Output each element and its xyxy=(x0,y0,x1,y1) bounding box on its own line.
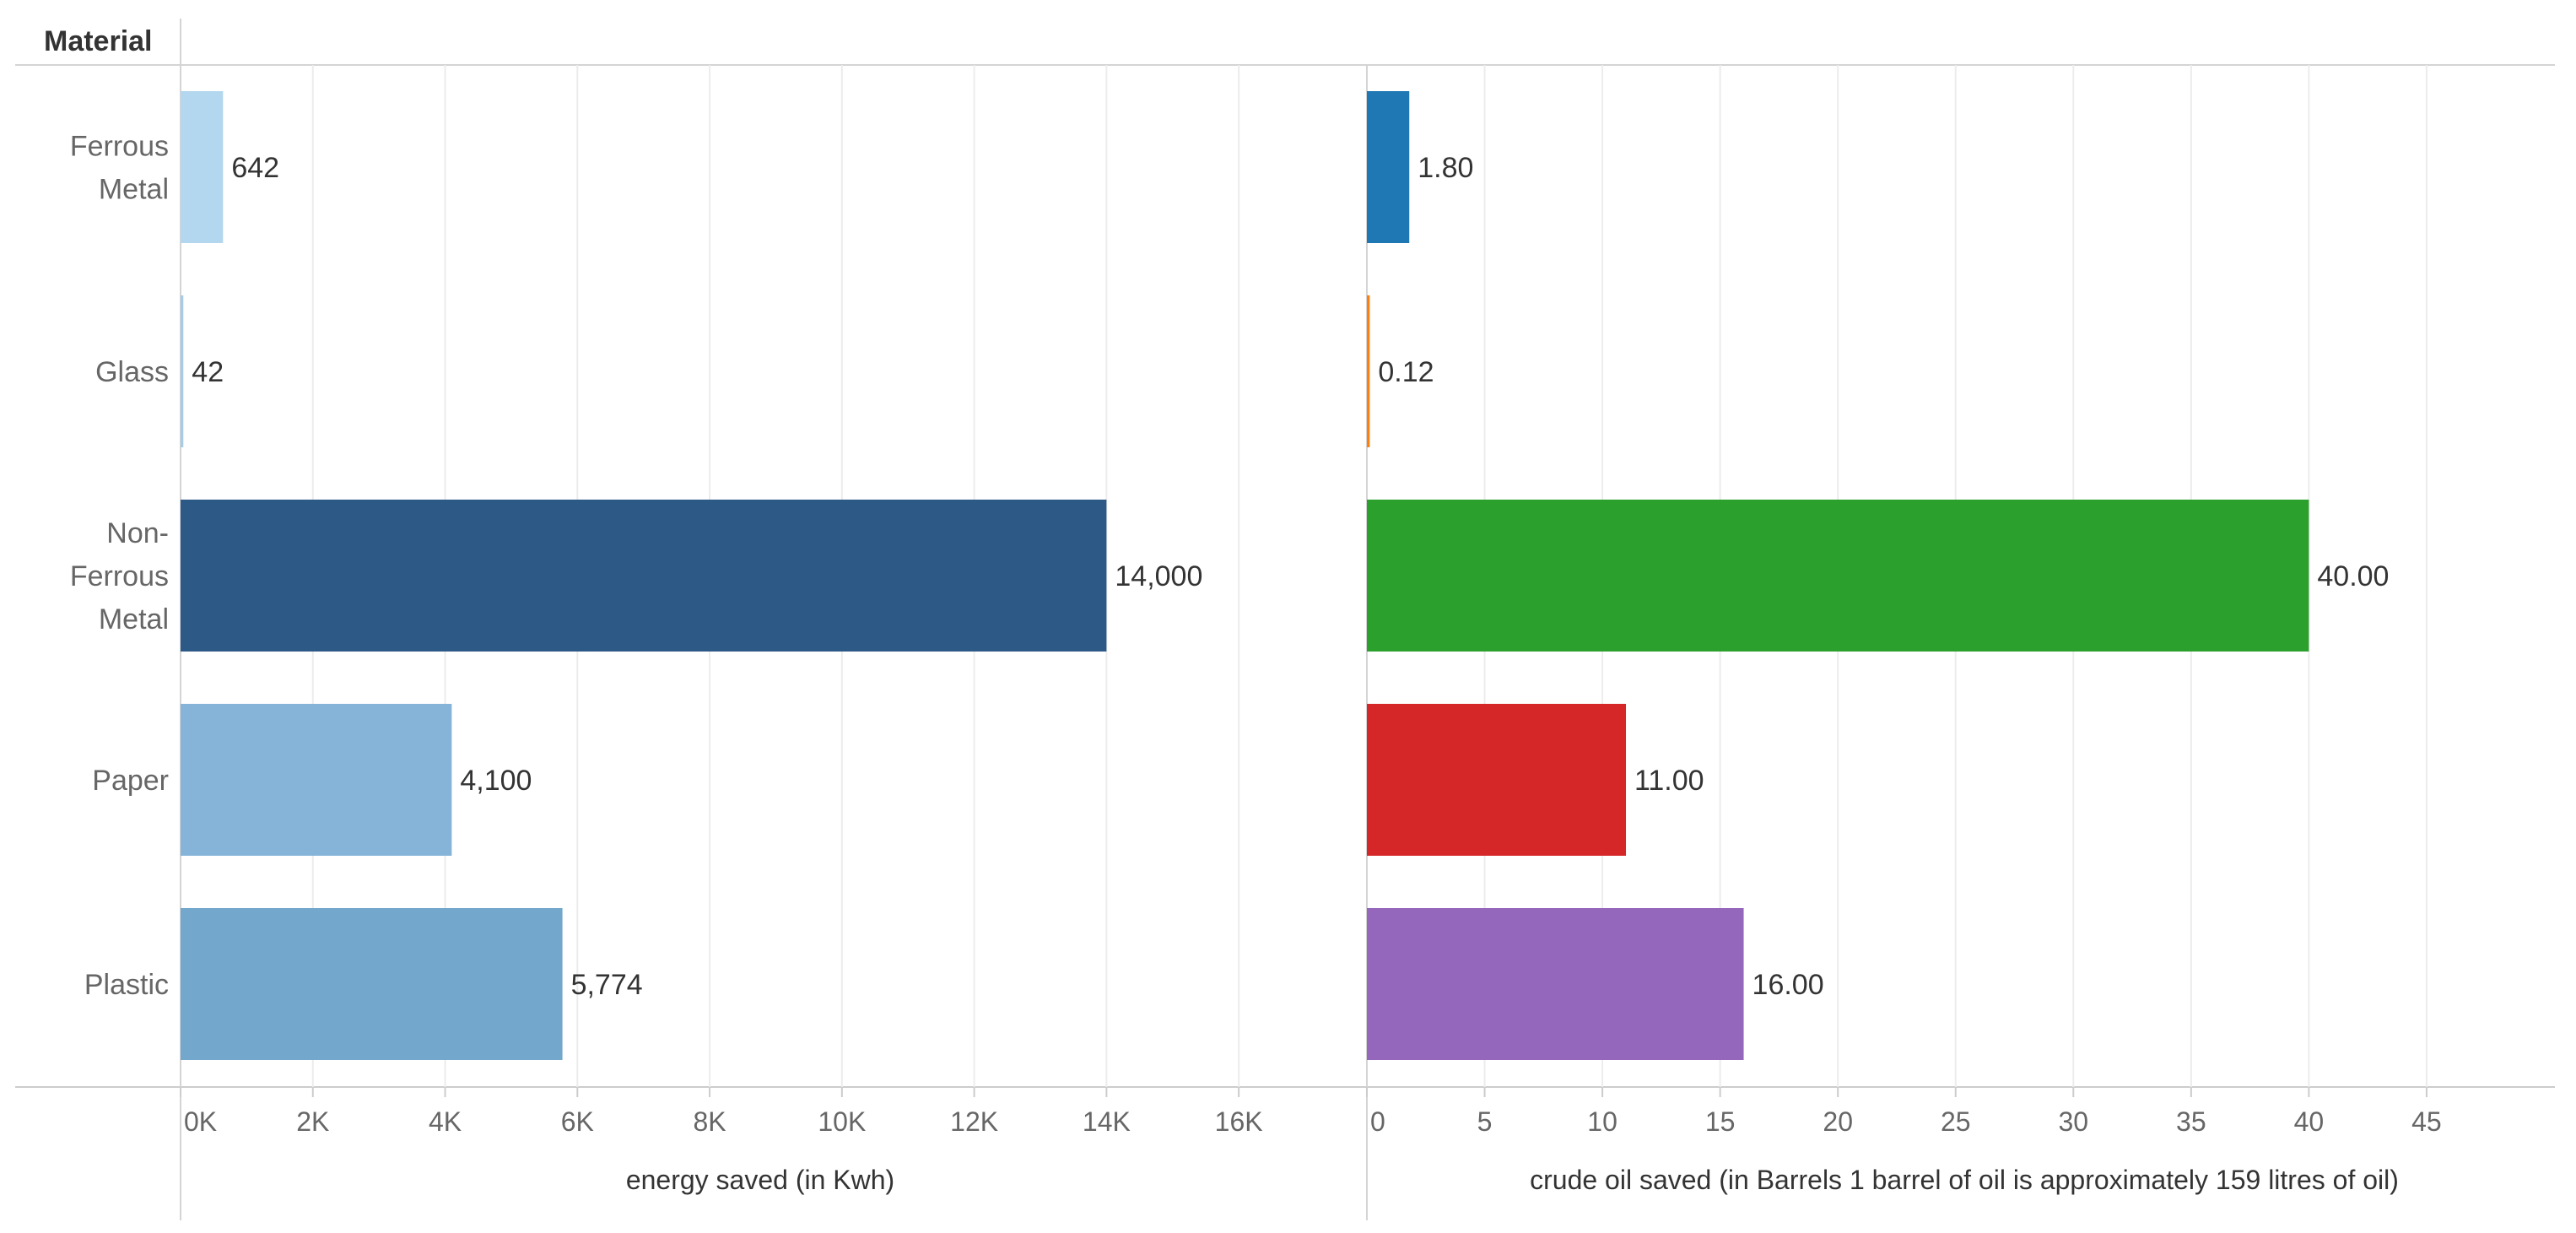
value-labels: 642 42 14,000 4,100 5,774 1.80 0.12 40.00 11.00 1… xyxy=(192,152,2389,1001)
value-label-energy-0: 642 xyxy=(231,152,279,184)
category-label-line: Paper xyxy=(92,765,169,797)
bar-crude_oil-paper[interactable] xyxy=(1367,704,1627,856)
tick-label-energy-5: 10K xyxy=(818,1106,866,1137)
tick-label-crude_oil-2: 10 xyxy=(1587,1106,1617,1137)
bar-energy-glass[interactable] xyxy=(181,295,184,447)
category-label-ferrous-metal: Ferrous Metal xyxy=(70,131,169,206)
value-label-energy-1: 42 xyxy=(192,356,224,388)
tick-label-crude_oil-5: 25 xyxy=(1941,1106,1971,1137)
tick-label-crude_oil-8: 40 xyxy=(2294,1106,2325,1137)
category-label-line: Plastic xyxy=(84,969,169,1001)
category-label-plastic: Plastic xyxy=(84,969,169,1001)
tick-label-crude_oil-6: 30 xyxy=(2058,1106,2088,1137)
category-labels: Ferrous Metal Glass Non- Ferrous Metal Paper Pl… xyxy=(70,131,169,1002)
bar-energy-ferrous-metal[interactable] xyxy=(181,91,224,243)
bar-crude_oil-plastic[interactable] xyxy=(1367,908,1744,1060)
bar-energy-paper[interactable] xyxy=(181,704,452,856)
category-label-line: Metal xyxy=(99,603,169,635)
tick-label-crude_oil-0: 0 xyxy=(1370,1106,1385,1137)
tick-label-crude_oil-3: 15 xyxy=(1705,1106,1736,1137)
bar-crude_oil-glass[interactable] xyxy=(1367,295,1370,447)
value-label-energy-3: 4,100 xyxy=(460,765,532,797)
tick-label-energy-7: 14K xyxy=(1083,1106,1131,1137)
bar-energy-plastic[interactable] xyxy=(181,908,563,1060)
tick-label-energy-2: 4K xyxy=(429,1106,462,1137)
bar-energy-non-ferrous-metal[interactable] xyxy=(181,500,1107,652)
value-label-crude_oil-2: 40.00 xyxy=(2317,560,2389,592)
row-header-material: Material xyxy=(44,25,153,57)
bar-crude_oil-non-ferrous-metal[interactable] xyxy=(1367,500,2309,652)
value-label-energy-4: 5,774 xyxy=(571,969,643,1001)
tick-label-crude_oil-1: 5 xyxy=(1477,1106,1493,1137)
category-label-non-ferrous-metal: Non- Ferrous Metal xyxy=(70,517,169,635)
value-label-energy-2: 14,000 xyxy=(1115,560,1202,592)
value-label-crude_oil-1: 0.12 xyxy=(1378,356,1434,388)
tick-label-energy-4: 8K xyxy=(694,1106,726,1137)
tick-label-crude_oil-7: 35 xyxy=(2176,1106,2206,1137)
tick-labels: 0K 2K 4K 6K 8K 10K 12K 14K 16K 0 5 10 15 20 25 30 35 40 45 xyxy=(184,1106,2442,1137)
bar-crude_oil-ferrous-metal[interactable] xyxy=(1367,91,1410,243)
category-label-paper: Paper xyxy=(92,765,169,797)
tick-label-energy-1: 2K xyxy=(296,1106,329,1137)
value-label-crude_oil-3: 11.00 xyxy=(1634,765,1704,797)
category-label-line: Non- xyxy=(106,517,169,549)
bars xyxy=(181,91,2309,1060)
category-label-line: Ferrous xyxy=(70,560,169,592)
tick-label-energy-0: 0K xyxy=(184,1106,217,1137)
category-label-line: Metal xyxy=(99,174,169,206)
category-label-glass: Glass xyxy=(95,356,169,388)
tick-label-crude_oil-4: 20 xyxy=(1823,1106,1853,1137)
x-axis-title-crude-oil: crude oil saved (in Barrels 1 barrel of … xyxy=(1530,1165,2399,1195)
category-label-line: Glass xyxy=(95,356,169,388)
category-label-line: Ferrous xyxy=(70,131,169,163)
value-label-crude_oil-4: 16.00 xyxy=(1752,969,1824,1001)
value-label-crude_oil-0: 1.80 xyxy=(1418,152,1473,184)
tick-label-energy-8: 16K xyxy=(1215,1106,1263,1137)
tick-label-energy-3: 6K xyxy=(561,1106,594,1137)
x-axis-title-energy: energy saved (in Kwh) xyxy=(626,1165,894,1195)
tick-label-crude_oil-9: 45 xyxy=(2411,1106,2442,1137)
tick-label-energy-6: 12K xyxy=(950,1106,998,1137)
